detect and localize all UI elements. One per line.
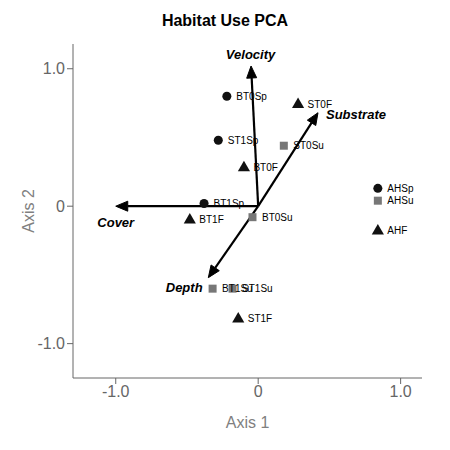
svg-text:ST0Su: ST0Su xyxy=(293,140,324,151)
svg-text:AHF: AHF xyxy=(387,225,407,236)
svg-text:ST1F: ST1F xyxy=(248,313,272,324)
svg-text:Axis 1: Axis 1 xyxy=(226,414,270,431)
svg-text:BT0Su: BT0Su xyxy=(262,212,293,223)
svg-text:BT1Sp: BT1Sp xyxy=(214,198,245,209)
svg-text:Axis 2: Axis 2 xyxy=(20,189,37,233)
svg-text:Velocity: Velocity xyxy=(226,47,276,62)
svg-text:1.0: 1.0 xyxy=(43,60,65,77)
svg-text:Cover: Cover xyxy=(97,215,135,230)
svg-text:BT1F: BT1F xyxy=(199,214,223,225)
svg-text:1.0: 1.0 xyxy=(390,383,412,400)
svg-text:-1.0: -1.0 xyxy=(37,335,65,352)
svg-text:AHSp: AHSp xyxy=(387,183,414,194)
svg-text:Depth: Depth xyxy=(166,280,203,295)
svg-text:BT0F: BT0F xyxy=(253,162,277,173)
svg-text:BT1Su: BT1Su xyxy=(222,283,253,295)
svg-text:ST1Sp: ST1Sp xyxy=(228,135,259,146)
svg-text:0: 0 xyxy=(56,198,65,215)
svg-text:ST0F: ST0F xyxy=(308,99,332,110)
svg-text:ST1Su: ST1Su xyxy=(242,283,273,294)
svg-text:-1.0: -1.0 xyxy=(102,383,130,400)
svg-text:Substrate: Substrate xyxy=(326,107,386,122)
svg-text:AHSu: AHSu xyxy=(387,195,413,206)
svg-text:BT0Sp: BT0Sp xyxy=(236,91,267,102)
html-text:Habitat Use PCA: Habitat Use PCA xyxy=(161,12,289,29)
svg-text:0: 0 xyxy=(254,383,263,400)
